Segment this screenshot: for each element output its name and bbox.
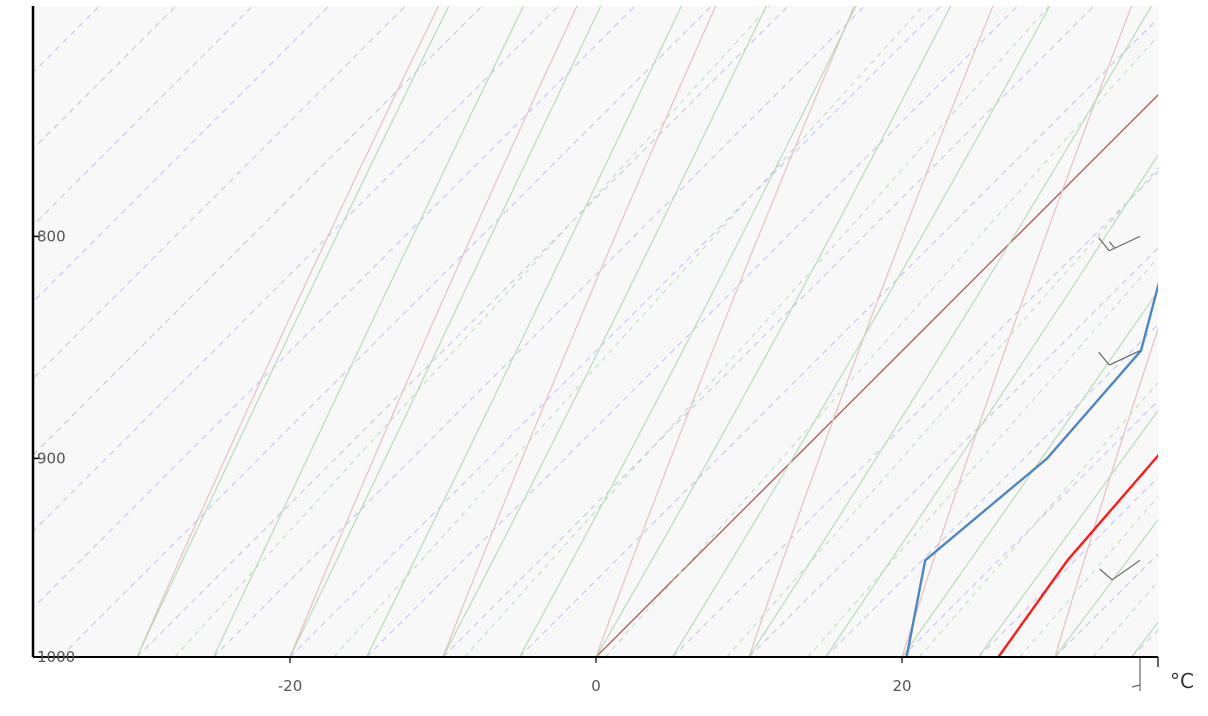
isotherm-line [289, 6, 942, 657]
dry-adiabat-line [1183, 0, 1208, 716]
x-tick-label: 0 [591, 677, 601, 695]
isotherm-line [213, 6, 866, 657]
y-tick-label: 800 [37, 227, 66, 245]
wind-barb [1131, 657, 1141, 691]
dry-adiabat-line [289, 6, 578, 657]
moist-adiabat-line [136, 6, 450, 657]
mixing-ratio-line [333, 6, 924, 657]
wind-barb [1098, 350, 1141, 366]
isotherm-zero-line [595, 94, 1158, 657]
isotherm-line [60, 6, 713, 657]
moist-adiabat-line [365, 6, 683, 657]
wind-barbs [1098, 235, 1141, 691]
isotherm-line [33, 6, 560, 533]
moist-adiabat-line [289, 6, 602, 657]
y-tick-labels: 1000900800700600500400 [33, 227, 75, 666]
dry-adiabat-line [136, 6, 440, 657]
wind-barb [1099, 559, 1141, 581]
x-tick-label: 20 [892, 677, 911, 695]
dry-adiabat-line [442, 6, 717, 657]
dry-adiabat-line [748, 6, 994, 657]
moist-adiabat-line [595, 6, 952, 657]
moist-adiabat-line [671, 6, 1051, 657]
isotherm-line [366, 6, 1019, 657]
isotherm-line [33, 6, 636, 609]
temperature-profile-line [997, 453, 1158, 657]
moist-adiabat-line [825, 153, 1158, 657]
isotherm-line [33, 6, 483, 456]
mixing-ratio-line [464, 6, 1050, 657]
moist-adiabat-line [518, 6, 857, 657]
moist-adiabat-line [442, 6, 767, 657]
dry-adiabat-line [901, 6, 1133, 657]
dry-adiabat-line [595, 6, 855, 657]
x-unit-label: °C [1170, 669, 1194, 693]
isotherm-line [519, 17, 1158, 657]
x-tick-label: -20 [278, 677, 303, 695]
moist-adiabat-line [212, 6, 525, 657]
mixing-ratio-line [174, 6, 771, 657]
isotherm-line [442, 6, 1095, 657]
y-tick-label: 1000 [37, 648, 75, 666]
isotherm-line [33, 6, 330, 303]
dry-adiabat-line [1054, 327, 1158, 657]
dewpoint-profile-line [905, 281, 1158, 657]
moist-adiabat-line [748, 6, 1152, 657]
wind-barb [1098, 235, 1141, 252]
isotherm-line [33, 6, 407, 380]
isotherm-line [672, 170, 1158, 657]
plot-background [33, 6, 1158, 657]
moist-adiabat-line [901, 289, 1158, 657]
x-tick-labels: -20 0 20 [278, 657, 1159, 695]
y-tick-label: 900 [37, 449, 66, 467]
isotherm-line [136, 6, 789, 657]
profile-lines [905, 281, 1158, 657]
